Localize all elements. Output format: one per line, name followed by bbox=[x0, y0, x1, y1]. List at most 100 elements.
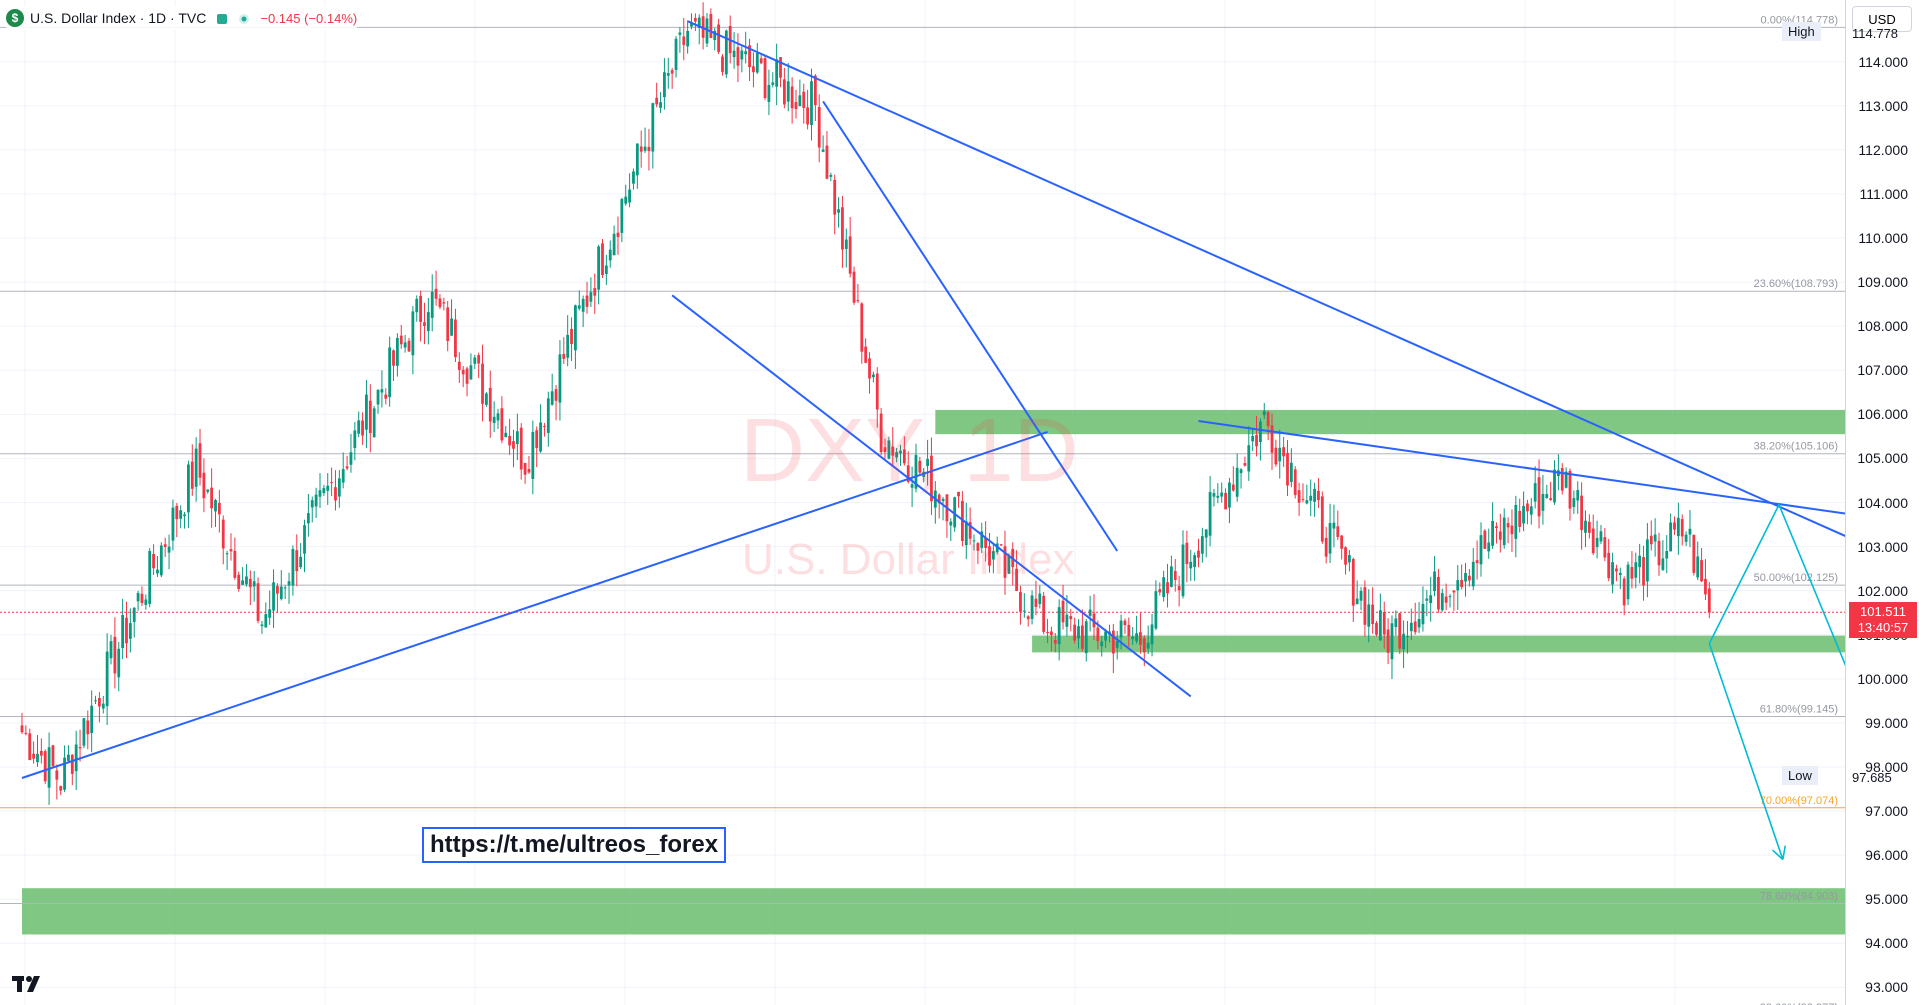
candle-body bbox=[1173, 571, 1177, 581]
candle-body bbox=[953, 497, 957, 528]
price-axis[interactable]: 93.000 94.000 95.000 96.000 97.000 98.000 99.0… bbox=[1845, 0, 1919, 1005]
candle-body bbox=[1696, 556, 1700, 578]
candle-body bbox=[1386, 629, 1390, 653]
candle-body bbox=[1088, 609, 1092, 616]
candle-body bbox=[39, 750, 43, 756]
price-chart[interactable]: 0.00%(114.778)23.60%(108.793)38.20%(105.… bbox=[0, 0, 1845, 1005]
candle-body bbox=[82, 718, 86, 746]
candle-body bbox=[771, 82, 775, 85]
candle-body bbox=[411, 311, 415, 356]
candle-body bbox=[1328, 523, 1332, 554]
candle-body bbox=[287, 581, 291, 586]
candle-body bbox=[198, 443, 202, 478]
candle-body bbox=[972, 540, 976, 542]
candle-body bbox=[1444, 596, 1448, 603]
candle-body bbox=[1700, 560, 1703, 582]
fib-label: 70.00%(97.074) bbox=[1760, 795, 1838, 807]
candle-body bbox=[546, 398, 550, 433]
candle-body bbox=[1448, 596, 1452, 598]
candle-body bbox=[403, 342, 407, 348]
candle-body bbox=[732, 50, 736, 58]
candle-body bbox=[1413, 621, 1417, 633]
price-change: −0.145 (−0.14%) bbox=[260, 10, 358, 26]
candle-body bbox=[1193, 555, 1197, 568]
tradingview-logo-icon[interactable] bbox=[12, 970, 46, 1001]
candle-body bbox=[872, 374, 875, 378]
candle-body bbox=[78, 747, 82, 749]
telegram-link[interactable]: https://t.me/ultreos_forex bbox=[422, 827, 727, 863]
dot-icon[interactable] bbox=[238, 12, 250, 24]
candle-body bbox=[1421, 603, 1425, 625]
candle-body bbox=[1077, 626, 1080, 639]
candle-body bbox=[90, 705, 94, 734]
candle-body bbox=[1297, 490, 1301, 503]
candle-body bbox=[1553, 469, 1556, 503]
y-tick-label: 98.000 bbox=[1865, 758, 1908, 775]
candle-body bbox=[1626, 564, 1630, 600]
candle-body bbox=[1475, 560, 1479, 564]
currency-button[interactable]: USD bbox=[1852, 6, 1912, 32]
candle-body bbox=[1456, 580, 1460, 591]
candle-body bbox=[341, 469, 345, 483]
candle-body bbox=[964, 521, 968, 546]
y-tick-label: 96.000 bbox=[1865, 847, 1908, 864]
candle-body bbox=[1340, 535, 1344, 549]
candle-body bbox=[1433, 571, 1436, 592]
candle-body bbox=[844, 239, 848, 249]
candle-body bbox=[210, 487, 214, 509]
candle-body bbox=[306, 513, 310, 524]
candle-body bbox=[276, 586, 279, 594]
candle-body bbox=[1510, 525, 1514, 535]
candle-body bbox=[152, 553, 155, 569]
candle-body bbox=[310, 500, 314, 508]
candle-body bbox=[1228, 482, 1231, 508]
y-tick-label: 102.000 bbox=[1857, 582, 1908, 599]
candle-body bbox=[1332, 522, 1336, 529]
last-price-value: 101.511 bbox=[1859, 604, 1907, 620]
candle-body bbox=[937, 494, 941, 504]
candle-body bbox=[500, 408, 504, 441]
candle-body bbox=[1251, 436, 1255, 442]
candle-body bbox=[295, 550, 299, 572]
candle-body bbox=[144, 599, 148, 605]
candle-body bbox=[902, 449, 906, 464]
trendline bbox=[822, 100, 1119, 552]
candle-body bbox=[895, 452, 899, 458]
candle-body bbox=[1591, 528, 1595, 554]
candle-body bbox=[875, 373, 879, 410]
y-tick-label: 112.000 bbox=[1858, 141, 1908, 158]
candle-body bbox=[380, 389, 384, 393]
zone-rect bbox=[22, 888, 1845, 935]
symbol-title[interactable]: U.S. Dollar Index · 1D · TVC bbox=[30, 10, 207, 26]
candle-body bbox=[357, 420, 361, 434]
candle-body bbox=[148, 550, 152, 604]
eye-icon[interactable] bbox=[216, 12, 228, 24]
candle-body bbox=[32, 753, 36, 759]
candle-body bbox=[1282, 447, 1286, 457]
candle-body bbox=[454, 319, 457, 358]
candle-body bbox=[1046, 632, 1049, 634]
candle-body bbox=[1549, 498, 1553, 501]
candle-body bbox=[1587, 521, 1591, 533]
candle-body bbox=[1495, 526, 1498, 528]
candle-body bbox=[1375, 622, 1378, 635]
candle-body bbox=[1665, 550, 1669, 559]
candle-body bbox=[446, 307, 450, 342]
y-tick-label: 104.000 bbox=[1857, 494, 1908, 511]
candle-body bbox=[512, 441, 515, 449]
candle-body bbox=[1669, 522, 1673, 552]
candle-body bbox=[748, 45, 751, 68]
candle-body bbox=[1611, 562, 1614, 585]
y-tick-label: 93.000 bbox=[1865, 979, 1908, 996]
candle-body bbox=[1100, 641, 1104, 647]
candle-body bbox=[806, 107, 810, 125]
candle-body bbox=[1053, 640, 1057, 644]
candle-body bbox=[1676, 517, 1680, 537]
candle-body bbox=[1057, 607, 1061, 645]
candle-body bbox=[790, 86, 794, 109]
candle-body bbox=[1580, 495, 1584, 531]
candle-body bbox=[372, 408, 376, 438]
candle-body bbox=[132, 607, 136, 622]
candle-body bbox=[1390, 623, 1394, 660]
candle-body bbox=[322, 488, 326, 494]
